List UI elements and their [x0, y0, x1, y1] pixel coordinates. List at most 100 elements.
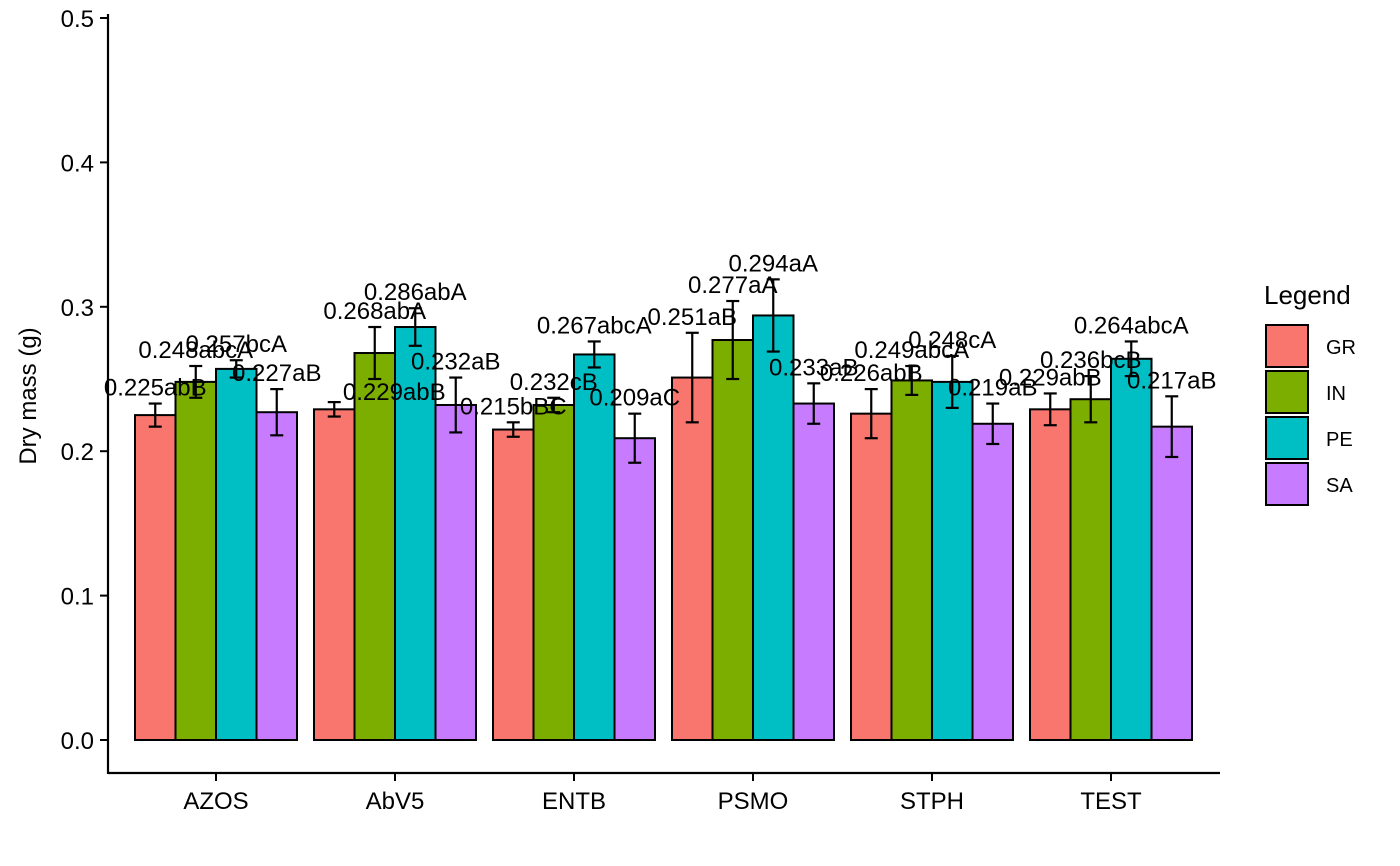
data-label-stph-gr: 0.226abB — [820, 360, 923, 387]
data-label-test-sa: 0.217aB — [1127, 367, 1216, 394]
bar-test-sa — [1150, 425, 1193, 741]
error-bar-test-gr — [1043, 392, 1057, 427]
error-bar-psmo-in — [726, 299, 740, 381]
error-bar-psmo-pe — [766, 278, 780, 353]
data-label-test-in: 0.236bcB — [1040, 347, 1141, 374]
bar-test-pe — [1110, 357, 1153, 741]
bar-stph-in — [890, 379, 933, 741]
bar-entb-in — [532, 403, 575, 741]
error-bar-entb-in — [547, 396, 561, 414]
x-ticks-layer: AZOS AbV5 ENTB PSMO STPH TEST — [183, 773, 1142, 815]
bar-entb-pe — [573, 353, 616, 741]
legend-swatch-pe — [1265, 416, 1309, 460]
y-tick-label: 0.1 — [61, 584, 94, 611]
legend: Legend GR IN PE SA — [1264, 280, 1356, 506]
data-label-entb-in: 0.232cB — [510, 369, 598, 396]
data-label-stph-in: 0.249abcA — [854, 337, 969, 364]
bar-azos-pe — [215, 367, 258, 741]
data-label-entb-sa: 0.209aC — [589, 385, 680, 412]
bar-psmo-gr — [671, 376, 714, 741]
error-bar-entb-sa — [628, 412, 642, 464]
axes-layer — [106, 14, 1220, 775]
data-label-psmo-pe: 0.294aA — [729, 250, 818, 277]
data-label-abv5-gr-extra: 0.229abB — [343, 379, 446, 406]
y-tick-label: 0.2 — [61, 439, 94, 466]
error-bar-stph-in — [905, 364, 919, 396]
legend-swatch-sa — [1265, 462, 1309, 506]
legend-swatch-gr — [1265, 324, 1309, 368]
bar-stph-sa — [971, 422, 1014, 741]
data-label-test-pe: 0.264abcA — [1074, 312, 1189, 339]
error-bars-layer — [148, 278, 1179, 464]
x-tick-label-abv5: AbV5 — [366, 788, 425, 815]
x-tick-label-stph: STPH — [900, 788, 964, 815]
y-tick-label: 0.5 — [61, 6, 94, 33]
bar-abv5-in — [353, 352, 396, 741]
error-bar-test-pe — [1124, 340, 1138, 378]
data-label-abv5-in: 0.268abA — [323, 298, 426, 325]
data-label-stph-pe: 0.248cA — [908, 327, 996, 354]
data-label-psmo-sa: 0.233aB — [769, 354, 858, 381]
legend-title: Legend — [1264, 280, 1351, 310]
bar-azos-in — [174, 380, 217, 741]
bar-entb-sa — [613, 437, 656, 741]
y-ticks-layer: 0.0 0.1 0.2 0.3 0.4 0.5 — [61, 6, 108, 755]
bar-test-gr — [1029, 408, 1072, 741]
y-tick-label: 0.3 — [61, 295, 94, 322]
data-label-psmo-gr: 0.251aB — [648, 304, 737, 331]
bar-psmo-sa — [792, 402, 835, 741]
data-label-test-gr: 0.229abB — [999, 364, 1102, 391]
data-label-azos-sa: 0.227aB — [232, 360, 321, 387]
error-bar-azos-in — [189, 364, 203, 399]
legend-label-gr: GR — [1326, 337, 1356, 359]
error-bar-entb-gr — [506, 421, 520, 438]
bar-stph-gr — [850, 412, 893, 741]
x-tick-label-azos: AZOS — [183, 788, 248, 815]
bar-azos-sa — [255, 411, 298, 741]
error-bar-azos-sa — [270, 388, 284, 437]
error-bar-abv5-pe — [408, 307, 422, 347]
bar-stph-pe — [931, 380, 974, 741]
bar-abv5-gr — [313, 408, 356, 741]
x-tick-label-entb: ENTB — [542, 788, 606, 815]
data-label-psmo-in: 0.277aA — [688, 272, 777, 299]
legend-swatch-in — [1265, 370, 1309, 414]
error-bar-abv5-sa — [449, 376, 463, 434]
data-label-abv5-pe: 0.286abA — [364, 279, 467, 306]
data-label-entb-gr: 0.215bBC — [460, 393, 567, 420]
data-label-azos-in: 0.248abcA — [138, 337, 253, 364]
legend-items: GR IN PE SA — [1265, 324, 1356, 506]
legend-label-in: IN — [1326, 383, 1346, 405]
bar-azos-gr — [134, 414, 177, 741]
y-tick-label: 0.0 — [61, 728, 94, 755]
data-label-abv5-sa: 0.232aB — [411, 349, 500, 376]
data-label-azos-gr: 0.225abB — [104, 375, 207, 402]
data-label-entb-pe: 0.267abcA — [537, 312, 652, 339]
error-bar-stph-sa — [986, 402, 1000, 446]
error-bar-psmo-gr — [685, 331, 699, 424]
bar-abv5-pe — [394, 326, 437, 741]
legend-label-sa: SA — [1326, 475, 1353, 497]
x-tick-label-psmo: PSMO — [718, 788, 789, 815]
data-label-azos-pe: 0.257bcA — [186, 331, 287, 358]
error-bar-stph-pe — [945, 354, 959, 409]
error-bar-test-in — [1084, 375, 1098, 424]
bar-entb-gr — [492, 428, 535, 741]
error-bar-entb-pe — [587, 340, 601, 369]
x-tick-label-test: TEST — [1080, 788, 1142, 815]
error-bar-psmo-sa — [807, 382, 821, 425]
legend-label-pe: PE — [1326, 429, 1353, 451]
y-axis-title: Dry mass (g) — [15, 327, 42, 464]
error-bar-azos-gr — [148, 402, 162, 428]
error-bar-abv5-in — [368, 325, 382, 381]
error-bar-azos-pe — [229, 359, 243, 379]
error-bar-stph-gr — [864, 388, 878, 440]
data-label-stph-sa: 0.219aB — [948, 375, 1037, 402]
bar-abv5-sa — [434, 403, 477, 741]
error-bar-test-sa — [1165, 395, 1179, 459]
bar-psmo-in — [711, 339, 754, 741]
bar-test-in — [1069, 398, 1112, 741]
y-tick-label: 0.4 — [61, 150, 94, 177]
